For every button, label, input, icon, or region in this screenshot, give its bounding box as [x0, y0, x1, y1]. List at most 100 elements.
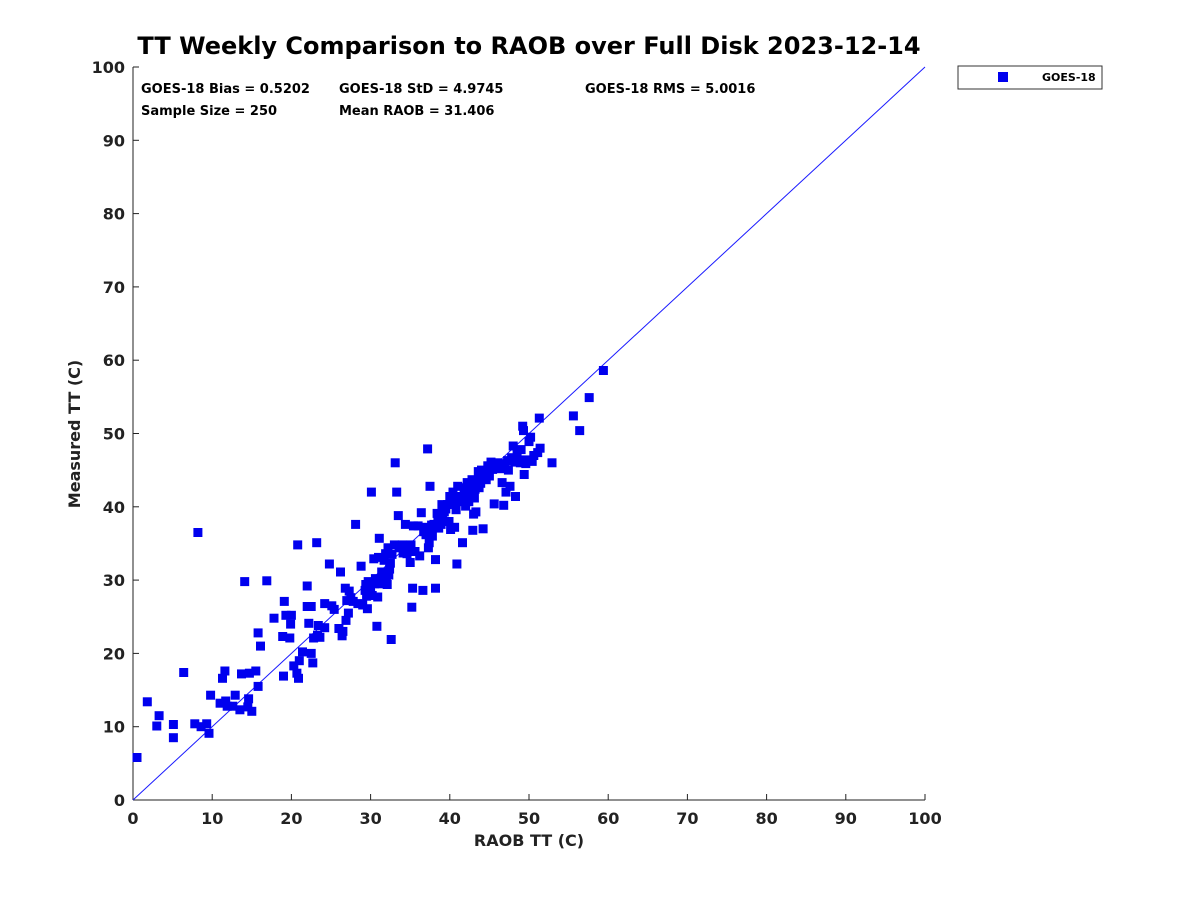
data-point [152, 721, 162, 731]
stat-rms: GOES-18 RMS = 5.0016 [585, 82, 755, 97]
data-point [356, 561, 366, 571]
data-point [416, 508, 426, 518]
data-point [247, 706, 257, 716]
y-tick-label: 30 [103, 571, 125, 590]
data-point [522, 455, 532, 465]
data-point [410, 547, 420, 556]
data-point [415, 551, 425, 561]
x-tick-label: 100 [908, 809, 941, 828]
y-tick-label: 20 [103, 644, 125, 663]
data-point [313, 621, 323, 630]
data-point [372, 621, 382, 631]
data-point [404, 546, 414, 556]
data-point [190, 719, 200, 729]
x-ticks: 0 10 20 30 40 50 60 70 80 90 100 [127, 794, 942, 828]
data-point [336, 567, 345, 577]
data-point [240, 577, 250, 587]
data-point [465, 486, 475, 496]
y-tick-label: 60 [103, 351, 125, 370]
data-point [383, 543, 393, 553]
data-point [511, 492, 520, 501]
data-point [405, 558, 415, 567]
x-tick-label: 40 [439, 809, 461, 828]
x-axis-label: RAOB TT (C) [474, 831, 584, 850]
data-point [384, 570, 394, 580]
data-point [222, 701, 232, 711]
data-point [308, 658, 318, 668]
data-point [471, 507, 481, 517]
data-point [390, 458, 400, 468]
data-point [468, 525, 478, 535]
data-point [408, 521, 418, 531]
y-tick-label: 10 [103, 718, 125, 737]
x-tick-label: 90 [835, 809, 857, 828]
data-point [244, 694, 254, 704]
data-point [154, 711, 164, 721]
data-point [519, 470, 529, 479]
legend-box [957, 65, 1103, 90]
data-point [527, 456, 537, 466]
data-point [508, 441, 518, 451]
data-point [329, 604, 339, 614]
data-point [289, 661, 299, 671]
y-tick-label: 80 [103, 205, 125, 224]
data-point [304, 618, 314, 628]
data-point [431, 583, 440, 593]
data-point [457, 495, 467, 504]
data-point [315, 632, 325, 642]
data-point [338, 626, 348, 636]
y-tick-label: 40 [103, 498, 125, 517]
data-point [306, 648, 316, 658]
data-point [442, 500, 452, 510]
data-point [251, 666, 261, 676]
data-point [505, 481, 515, 491]
x-tick-label: 20 [280, 809, 302, 828]
data-point [370, 574, 380, 584]
data-point [293, 540, 303, 550]
data-point [389, 540, 399, 550]
data-point [484, 471, 494, 481]
data-point [598, 366, 608, 375]
data-point [363, 577, 373, 587]
chart-title: TT Weekly Comparison to RAOB over Full D… [137, 32, 920, 60]
data-point [373, 592, 383, 602]
data-point [298, 647, 307, 657]
data-point [444, 517, 454, 526]
data-point [469, 493, 479, 503]
data-point [424, 538, 434, 548]
x-tick-label: 60 [597, 809, 619, 828]
data-point [478, 524, 488, 534]
y-tick-label: 70 [103, 278, 125, 297]
stat-std: GOES-18 StD = 4.9745 [339, 82, 503, 97]
data-point [320, 623, 330, 633]
data-point [386, 635, 396, 644]
data-point [377, 567, 387, 577]
data-point [423, 543, 433, 553]
data-point [421, 530, 431, 540]
data-point [168, 733, 178, 743]
data-point [358, 600, 368, 610]
data-point [256, 641, 265, 651]
data-point [132, 753, 142, 762]
data-point [369, 554, 379, 564]
data-point [431, 555, 440, 565]
data-point [202, 719, 212, 729]
data-point [278, 632, 288, 641]
data-point [237, 669, 246, 679]
data-point [534, 413, 544, 423]
y-axis-label: Measured TT (C) [65, 360, 84, 508]
x-tick-label: 30 [359, 809, 381, 828]
data-point [253, 628, 263, 638]
data-point [196, 722, 206, 732]
data-points [132, 366, 608, 762]
data-point [519, 426, 528, 436]
data-point [215, 698, 225, 708]
data-point [343, 608, 353, 618]
y-tick-label: 90 [103, 131, 125, 150]
data-point [407, 602, 417, 612]
data-point [206, 690, 216, 700]
data-point [382, 580, 392, 589]
data-point [341, 615, 351, 625]
data-point [279, 671, 288, 681]
